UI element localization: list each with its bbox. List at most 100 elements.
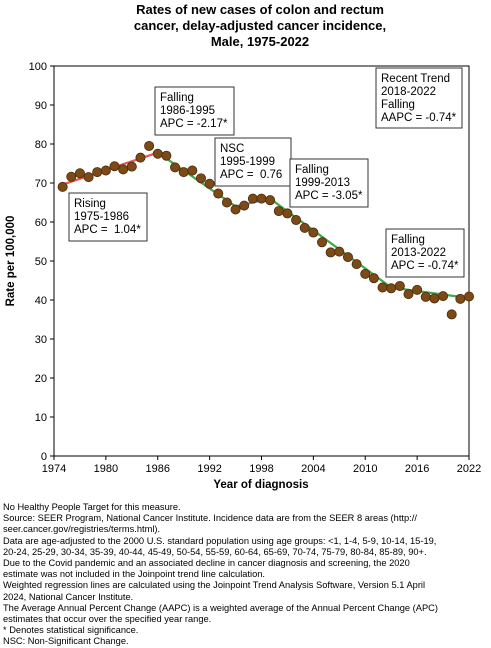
trend-line-segment <box>391 286 470 300</box>
annotation-box <box>68 192 148 242</box>
annotation-text: APC = -2.17* <box>160 118 228 130</box>
data-point <box>204 178 215 189</box>
annotation-text: APC = -3.05* <box>295 190 363 202</box>
x-tick-label: 1986 <box>146 463 170 475</box>
footnote-line: NSC: Non-Significant Change. <box>3 636 129 647</box>
data-point <box>273 206 284 217</box>
y-tick-label: 20 <box>35 373 47 385</box>
data-point <box>394 280 405 291</box>
annotation-text: 2013-2022 <box>391 247 446 259</box>
footnote-line: 20-24, 25-29, 30-34, 35-39, 40-44, 45-49… <box>3 546 427 557</box>
chart: 1974 1980 1986 1992 1998 2004 2010 2016 2022 0 10 2… <box>5 61 481 491</box>
data-point <box>351 259 362 270</box>
footnote-line: Source: SEER Program, National Cancer In… <box>3 513 417 524</box>
x-tick-label: 2010 <box>353 463 377 475</box>
data-point <box>161 150 172 161</box>
data-point <box>152 148 163 159</box>
annotation-box <box>289 158 369 208</box>
annotation-text: Falling <box>160 92 194 104</box>
data-point <box>170 162 181 173</box>
x-tick-label: 1998 <box>249 463 273 475</box>
data-point <box>239 200 250 211</box>
data-point <box>429 293 440 304</box>
annotation-text: Recent Trend <box>381 73 450 85</box>
data-point <box>342 252 353 263</box>
annotation-text: APC = -0.74* <box>391 260 459 272</box>
data-point <box>100 165 111 176</box>
annotation-text: APC = 0.76 <box>220 169 282 181</box>
annotation-text: 1986-1995 <box>160 105 215 117</box>
data-point <box>74 168 85 179</box>
y-tick-label: 40 <box>35 295 47 307</box>
footnote-line: No Healthy People Target for this measur… <box>3 502 181 512</box>
y-tick-label: 0 <box>41 451 47 463</box>
annotation-text: NSC <box>220 143 244 155</box>
annotation-text: Falling <box>391 234 425 246</box>
data-point <box>420 291 431 302</box>
x-tick-label: 2004 <box>301 463 325 475</box>
data-point <box>118 164 129 175</box>
data-point <box>57 181 68 192</box>
annotation-text: 1995-1999 <box>220 156 275 168</box>
annotation-text: AAPC = -0.74* <box>381 112 457 124</box>
data-point <box>66 171 77 182</box>
x-tick-label: 1992 <box>197 463 221 475</box>
footnote-line: 2024, National Cancer Institute. <box>3 591 134 602</box>
y-tick-label: 50 <box>35 256 47 268</box>
data-point <box>135 152 146 163</box>
chart-title-line: Rates of new cases of colon and rectum <box>136 2 384 17</box>
data-point <box>308 227 319 238</box>
annotation-box <box>214 137 292 187</box>
data-point <box>230 204 241 215</box>
data-point <box>282 208 293 219</box>
data-point <box>360 268 371 279</box>
annotation-box <box>375 67 463 129</box>
data-point <box>213 188 224 199</box>
annotation-box <box>154 86 235 136</box>
annotation-box <box>385 228 465 278</box>
y-tick-label: 100 <box>29 61 47 73</box>
annotation-text: Falling <box>295 164 329 176</box>
footnote-line: Data are age-adjusted to the 2000 U.S. s… <box>3 535 437 546</box>
y-axis-label: Rate per 100,000 <box>5 216 17 307</box>
footnote-line: Weighted regression lines are calculated… <box>3 580 426 591</box>
data-point <box>386 283 397 294</box>
annotation-text: 1975-1986 <box>74 211 129 223</box>
data-point <box>368 273 379 284</box>
x-tick-label: 1974 <box>42 463 66 475</box>
annotation-text: 2018-2022 <box>381 86 436 98</box>
chart-title: Rates of new cases of colon and rectum c… <box>40 2 480 50</box>
data-point <box>446 309 457 320</box>
annotation-text: Falling <box>381 99 415 111</box>
data-point <box>109 161 120 172</box>
data-point <box>187 165 198 176</box>
y-tick-label: 70 <box>35 178 47 190</box>
data-point <box>178 167 189 178</box>
data-point <box>291 215 302 226</box>
data-point <box>195 173 206 184</box>
x-tick-label: 2022 <box>457 463 481 475</box>
annotation-text: APC = 1.04* <box>74 224 141 236</box>
data-point <box>334 246 345 257</box>
footnote-line: estimate was not included in the Joinpoi… <box>3 569 266 580</box>
data-point <box>317 237 328 248</box>
data-point <box>403 289 414 300</box>
data-point <box>412 284 423 295</box>
data-point <box>265 195 276 206</box>
footnote-line: seer.cancer.gov/registries/terms.html). <box>3 524 161 535</box>
data-point <box>126 161 137 172</box>
annotation-text: Rising <box>74 198 106 210</box>
data-point <box>221 197 232 208</box>
data-point <box>299 222 310 233</box>
data-point <box>455 293 466 304</box>
y-tick-label: 30 <box>35 334 47 346</box>
footnote-line: Due to the Covid pandemic and an associa… <box>3 558 410 569</box>
data-point <box>325 247 336 258</box>
chart-title-line: cancer, delay-adjusted cancer incidence, <box>133 18 387 33</box>
